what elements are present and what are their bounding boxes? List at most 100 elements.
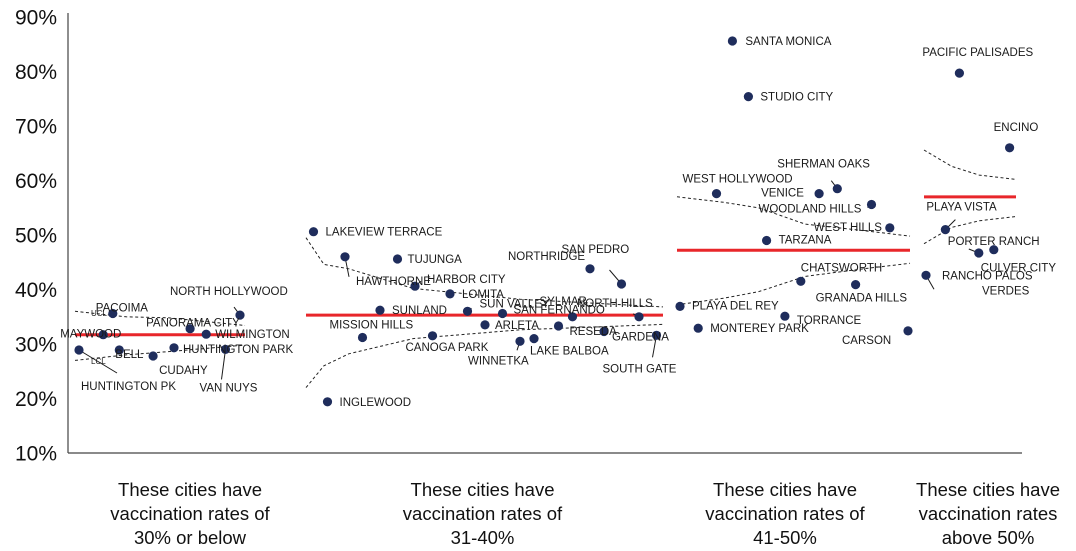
- point-label: WEST HILLS: [814, 222, 882, 234]
- point-label: SUNLAND: [392, 305, 447, 317]
- y-tick-label: 60%: [15, 170, 57, 193]
- data-point: [974, 248, 984, 258]
- data-point: [392, 254, 403, 264]
- point-label: SUN VALLEY: [480, 298, 550, 310]
- data-point: [108, 308, 118, 319]
- point-label: GARDENA: [612, 332, 669, 344]
- point-label: BELL: [115, 349, 144, 361]
- group-label-2: These cities have vaccination rates of 3…: [402, 479, 563, 548]
- point-label: PACOIMA: [96, 303, 149, 315]
- point-label: CULVER CITY: [981, 263, 1057, 275]
- control-limits: [74, 149, 1017, 388]
- y-tick-label: 40%: [15, 279, 57, 302]
- point-label: HARBOR CITY: [427, 274, 506, 286]
- data-point: [921, 270, 931, 280]
- data-point: [796, 276, 806, 286]
- data-point: [780, 311, 790, 321]
- data-point: [98, 330, 108, 340]
- point-label: SANTA MONICA: [745, 36, 831, 48]
- point-label: LAKE BALBOA: [530, 346, 609, 358]
- data-point: [445, 289, 455, 299]
- point-label: SYLMAR: [540, 296, 587, 308]
- point-label: LOMITA: [462, 289, 504, 301]
- data-point: [903, 326, 913, 336]
- point-label: NORTHRIDGE: [508, 251, 585, 263]
- y-tick-label: 20%: [15, 388, 57, 411]
- data-point: [940, 225, 951, 235]
- ucl-line: [923, 149, 1017, 180]
- point-label: HUNTINGTON PARK: [183, 344, 293, 356]
- lcl-label: LCL: [91, 357, 106, 366]
- data-point: [515, 336, 525, 346]
- data-point: [693, 323, 703, 333]
- point-label: ENCINO: [994, 122, 1039, 134]
- data-point: [599, 326, 609, 337]
- point-label: NORTH HILLS: [577, 298, 653, 310]
- data-point: [814, 189, 824, 199]
- ucl-line: [676, 196, 911, 237]
- point-label: STUDIO CITY: [760, 92, 833, 104]
- point-label: MAYWOOD: [60, 329, 121, 341]
- data-point: [497, 308, 508, 319]
- data-point: [885, 223, 895, 233]
- data-point: [567, 312, 578, 322]
- point-label: SHERMAN OAKS: [777, 159, 870, 171]
- point-label: ARLETA: [495, 320, 539, 332]
- data-point: [954, 68, 965, 78]
- point-label: WILMINGTON: [215, 329, 290, 341]
- data-point: [832, 184, 842, 194]
- data-point: [462, 306, 473, 316]
- point-label: CARSON: [842, 335, 891, 347]
- group-label-1: These cities have vaccination rates of 3…: [110, 479, 270, 548]
- data-point: [616, 279, 627, 289]
- point-label: VENICE: [761, 188, 804, 200]
- point-label: HUNTINGTON PK: [81, 381, 176, 393]
- point-label: TARZANA: [779, 235, 832, 247]
- data-point: [340, 252, 350, 262]
- data-point: [634, 312, 644, 322]
- data-point: [743, 92, 754, 102]
- data-point: [74, 345, 84, 355]
- y-tick-label: 50%: [15, 225, 57, 248]
- data-point: [529, 334, 539, 344]
- group-label-4: These cities have vaccination rates abov…: [916, 479, 1060, 548]
- lcl-line: [923, 216, 1017, 245]
- y-tick-label: 10%: [15, 443, 57, 466]
- data-point: [585, 264, 595, 274]
- data-points: [74, 36, 1015, 407]
- data-point: [357, 332, 368, 343]
- point-label: NORTH HOLLYWOOD: [170, 286, 288, 298]
- lcl-line: [74, 344, 246, 361]
- point-label: GRANADA HILLS: [816, 293, 908, 305]
- point-label: INGLEWOOD: [340, 397, 412, 409]
- data-point: [553, 321, 564, 331]
- data-point: [989, 245, 999, 255]
- point-label: WOODLAND HILLS: [759, 204, 862, 216]
- point-labels: PACOIMA PANORAMA CITY NORTH HOLLYWOOD MAYWO…: [60, 36, 1056, 409]
- data-point: [762, 235, 772, 246]
- data-point: [675, 301, 685, 311]
- lcl-line: [305, 323, 664, 388]
- data-point: [308, 227, 319, 237]
- point-label: CANOGA PARK: [406, 342, 489, 354]
- point-label: PLAYA VISTA: [926, 202, 997, 214]
- data-point: [375, 305, 385, 315]
- y-tick-label: 30%: [15, 334, 57, 357]
- point-label: PANORAMA CITY: [146, 318, 240, 330]
- data-point: [114, 345, 124, 355]
- data-point: [727, 36, 738, 46]
- data-point: [427, 331, 438, 341]
- data-point: [410, 281, 420, 291]
- point-label: PORTER RANCH: [948, 236, 1040, 248]
- point-label: MONTEREY PARK: [710, 323, 809, 335]
- point-label: HAWTHORNE: [356, 276, 431, 288]
- point-label: CHATSWORTH: [801, 262, 882, 274]
- data-point: [866, 199, 877, 210]
- axes: 10% 20% 30% 40% 50% 60% 70% 80% 90%: [15, 7, 1022, 466]
- point-label: TORRANCE: [797, 315, 862, 327]
- point-label: WINNETKA: [468, 355, 529, 367]
- point-label: RANCHO PALOS VERDES: [942, 270, 1033, 297]
- lcl-line: [676, 262, 911, 306]
- y-tick-label: 80%: [15, 61, 57, 84]
